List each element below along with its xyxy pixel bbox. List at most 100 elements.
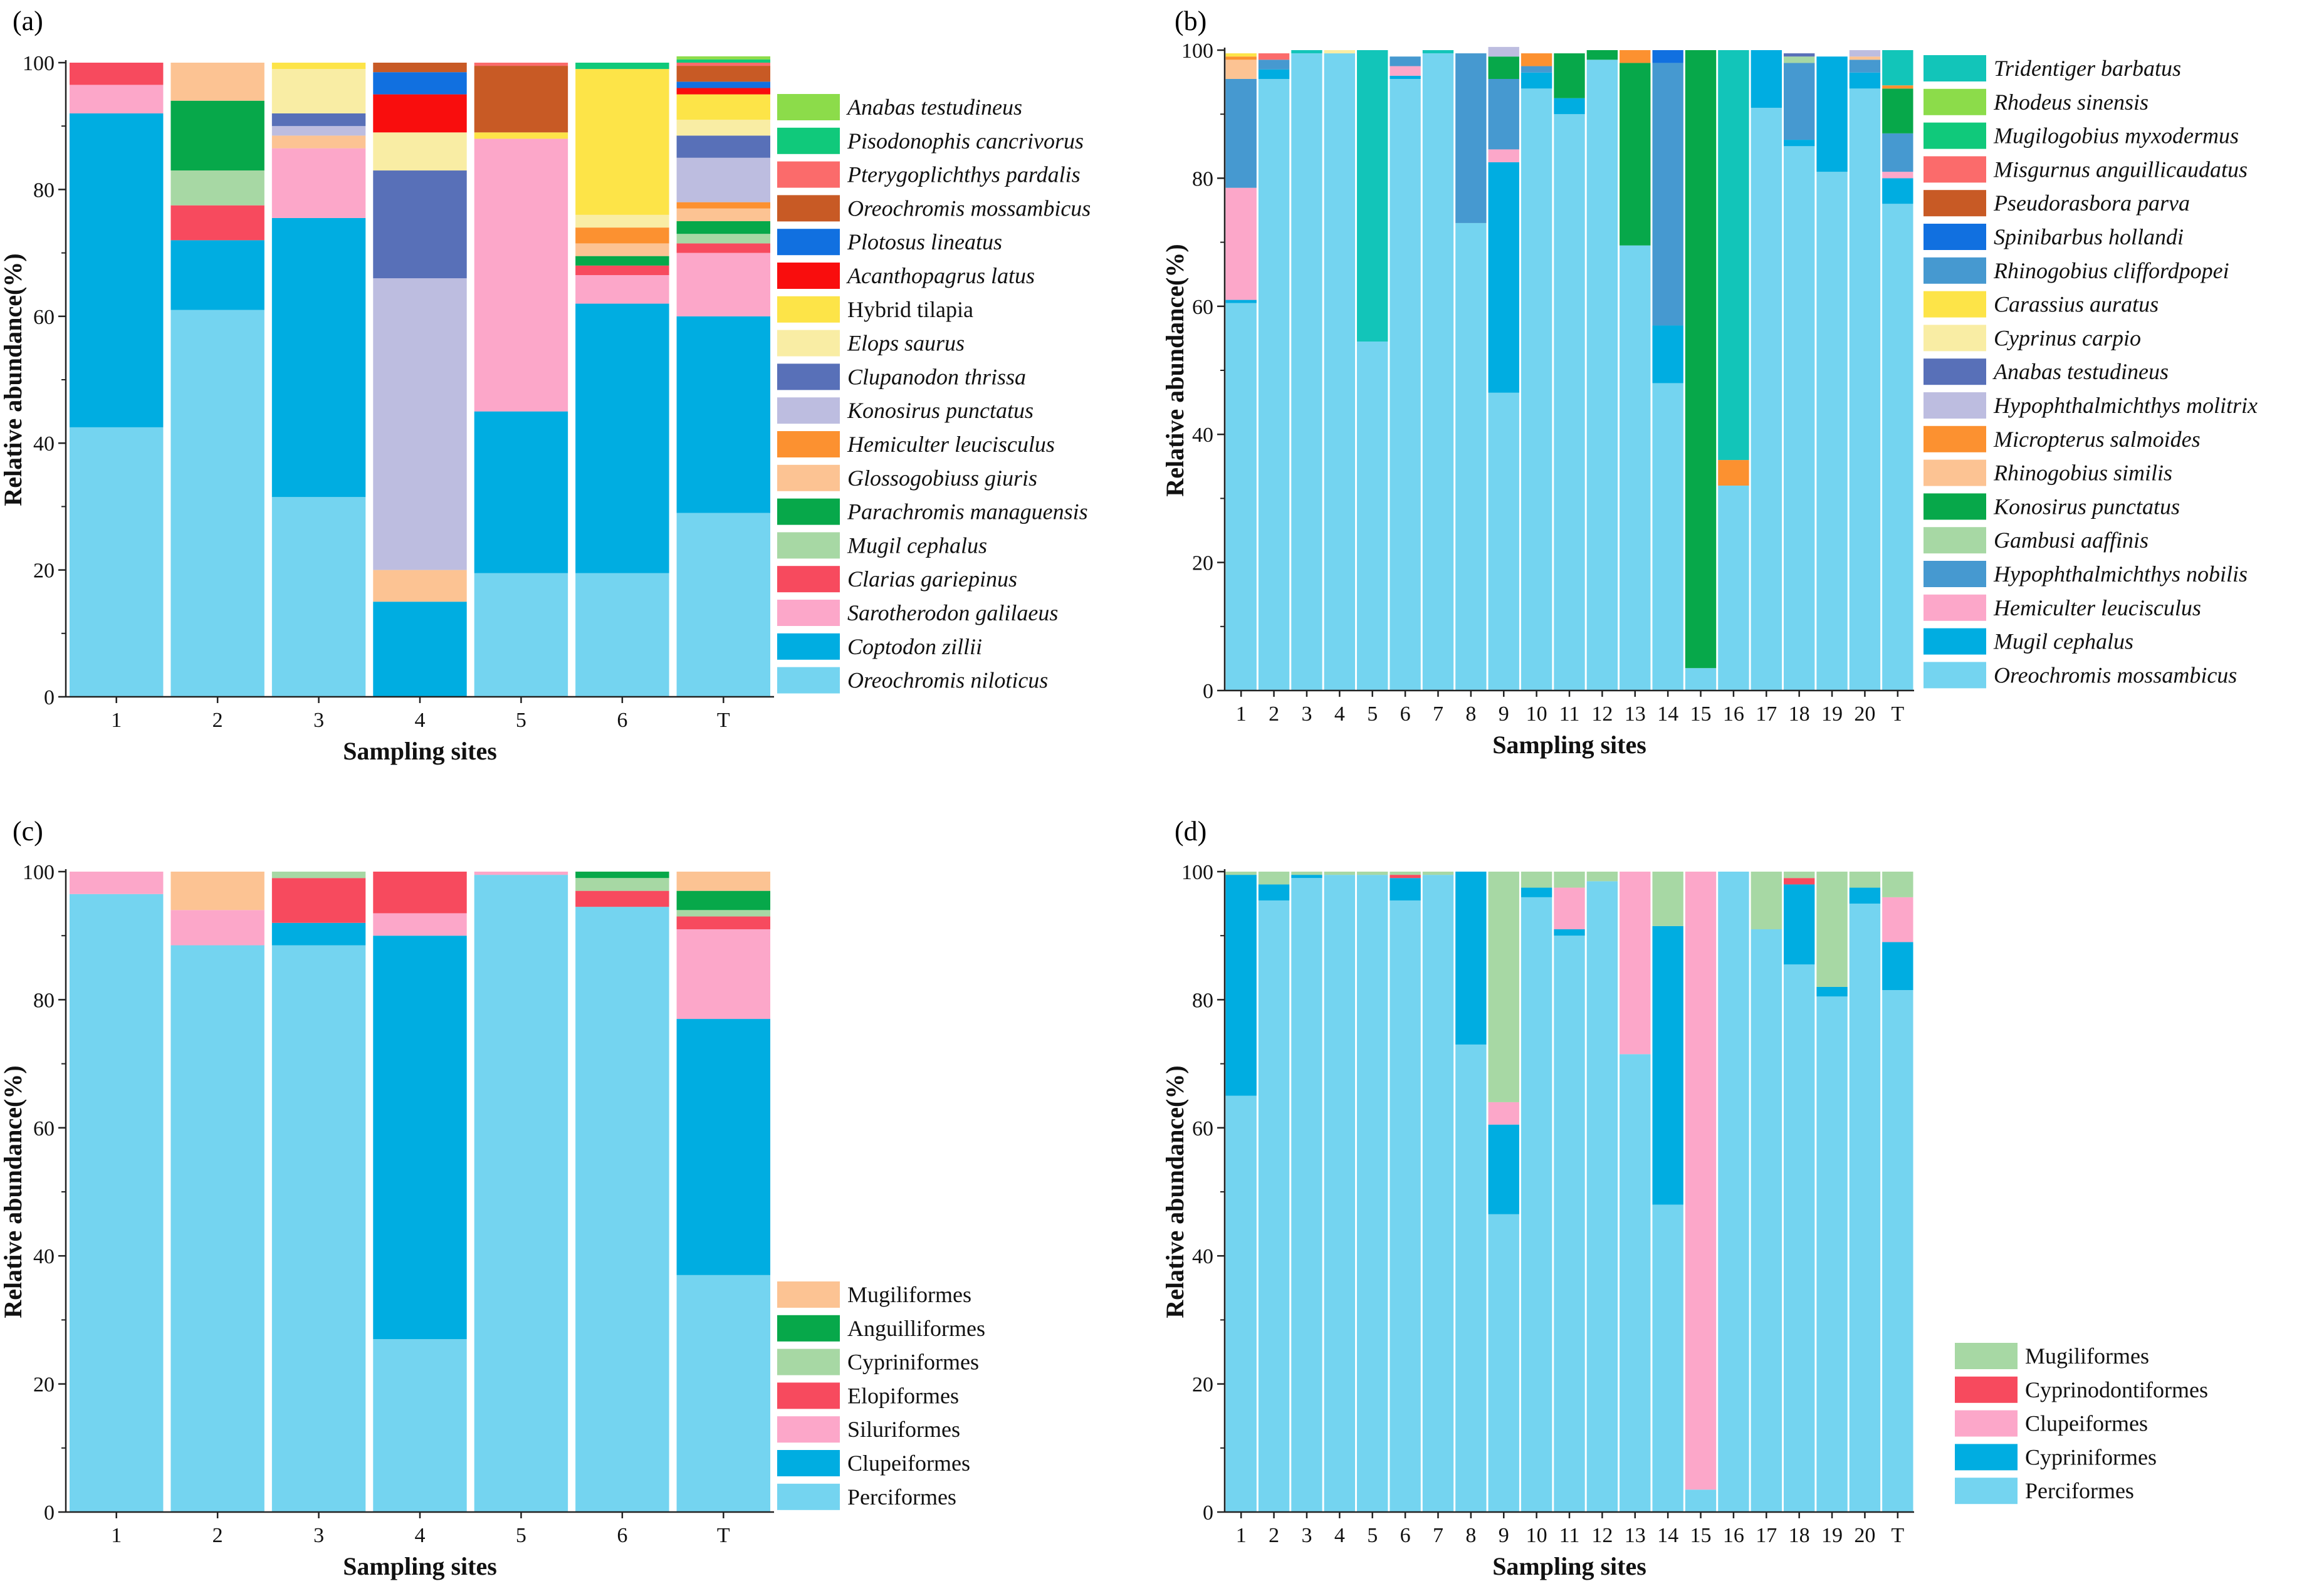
bar-segment-b-site-11-s1 xyxy=(1554,98,1585,115)
bar-segment-b-site-18-s0 xyxy=(1783,146,1815,691)
bar-segment-b-site-18-s1 xyxy=(1783,140,1815,147)
bar-segment-a-site-3-s0 xyxy=(271,497,366,697)
bar-segment-b-site-17-s0 xyxy=(1751,107,1782,691)
bar-segment-b-site-18-s4 xyxy=(1783,56,1815,63)
bar-segment-a-site-T-s7 xyxy=(676,202,770,209)
legend-label-a-9: Konosirus punctatus xyxy=(847,398,1034,423)
x-tick-label-b-20: 20 xyxy=(1854,702,1875,726)
bar-segment-c-site-1-s2 xyxy=(70,872,164,894)
bar-segment-d-site-T-s1 xyxy=(1882,942,1913,991)
bar-segment-a-site-6-s2 xyxy=(575,275,669,304)
bar-segment-b-site-9-s5 xyxy=(1488,56,1519,79)
bar-segment-c-site-2-s6 xyxy=(170,872,264,910)
bar-segment-c-site-1-s0 xyxy=(70,894,164,1512)
bar-segment-b-site-3-s18 xyxy=(1291,50,1322,54)
bar-segment-a-site-T-s13 xyxy=(676,81,770,88)
x-tick-label-d-2: 2 xyxy=(1269,1524,1279,1547)
bar-segment-c-site-T-s2 xyxy=(676,929,770,1020)
bar-segment-c-site-4-s3 xyxy=(373,872,467,914)
legend-label-a-4: Plotosus lineatus xyxy=(847,229,1002,254)
legend-label-b-3: Misgurnus anguillicaudatus xyxy=(1993,157,2248,182)
y-tick-label-a-40: 40 xyxy=(33,432,55,456)
legend-swatch-a-14 xyxy=(777,566,840,593)
bar-segment-d-site-13-s2 xyxy=(1620,872,1651,1055)
bar-segment-b-site-11-s5 xyxy=(1554,53,1585,98)
y-tick-label-d-40: 40 xyxy=(1192,1245,1213,1268)
x-tick-label-c-4: 4 xyxy=(415,1524,426,1547)
bar-segment-a-site-T-s16 xyxy=(676,59,770,63)
bar-segment-d-site-4-s4 xyxy=(1324,872,1356,875)
legend-swatch-a-17 xyxy=(777,667,840,694)
x-axis-title-b: Sampling sites xyxy=(1492,731,1646,759)
bar-segment-b-site-T-s2 xyxy=(1882,172,1913,179)
x-tick-label-b-5: 5 xyxy=(1367,702,1378,726)
legend-label-a-13: Mugil cephalus xyxy=(847,533,987,558)
legend-label-a-7: Elops saurus xyxy=(847,331,965,356)
y-tick-label-b-60: 60 xyxy=(1192,296,1213,319)
legend-swatch-a-1 xyxy=(777,127,840,154)
bar-segment-d-site-2-s1 xyxy=(1258,884,1290,900)
legend-swatch-b-5 xyxy=(1924,224,1986,250)
x-tick-label-b-8: 8 xyxy=(1465,702,1476,726)
legend-swatch-b-4 xyxy=(1924,190,1986,217)
bar-segment-a-site-5-s1 xyxy=(474,411,568,573)
legend-swatch-a-9 xyxy=(777,397,840,424)
x-tick-label-c-3: 3 xyxy=(313,1524,324,1547)
bar-segment-a-site-6-s1 xyxy=(575,303,669,573)
bar-segment-b-site-8-s0 xyxy=(1455,222,1487,691)
legend-label-a-14: Clarias gariepinus xyxy=(847,566,1017,592)
bar-segment-b-site-18-s9 xyxy=(1783,53,1815,57)
bar-segment-b-site-13-s7 xyxy=(1620,50,1651,63)
legend-label-a-17: Oreochromis niloticus xyxy=(847,668,1048,693)
bar-segment-b-site-T-s5 xyxy=(1882,88,1913,133)
bar-segment-a-site-3-s1 xyxy=(271,217,366,498)
x-tick-label-c-1: 1 xyxy=(111,1524,122,1547)
bar-segment-b-site-10-s0 xyxy=(1521,88,1552,691)
bar-segment-a-site-T-s1 xyxy=(676,316,770,513)
x-tick-label-b-7: 7 xyxy=(1433,702,1443,726)
panel-label-b: (b) xyxy=(1175,6,1207,36)
x-tick-label-b-4: 4 xyxy=(1334,702,1345,726)
bar-segment-b-site-13-s0 xyxy=(1620,245,1651,691)
legend-swatch-b-16 xyxy=(1924,594,1986,621)
bar-segment-b-site-9-s2 xyxy=(1488,149,1519,162)
bar-segment-d-site-3-s1 xyxy=(1291,875,1322,879)
bar-segment-a-site-T-s12 xyxy=(676,88,770,95)
x-tick-label-a-4: 4 xyxy=(415,709,426,732)
bar-segment-d-site-6-s3 xyxy=(1390,875,1421,879)
legend-label-c-0: Mugiliformes xyxy=(847,1282,971,1307)
bar-segment-c-site-2-s0 xyxy=(170,945,264,1512)
bar-segment-a-site-6-s10 xyxy=(575,214,669,228)
panel-label-a: (a) xyxy=(13,6,43,36)
bar-segment-a-site-4-s6 xyxy=(373,570,467,602)
x-tick-label-b-17: 17 xyxy=(1756,702,1777,726)
bar-segment-b-site-9-s1 xyxy=(1488,162,1519,393)
bar-segment-a-site-3-s2 xyxy=(271,148,366,218)
legend-swatch-a-15 xyxy=(777,600,840,626)
bar-segment-b-site-11-s0 xyxy=(1554,114,1585,691)
bar-segment-d-site-19-s1 xyxy=(1816,986,1848,997)
bar-segment-b-site-5-s0 xyxy=(1357,342,1388,691)
panel-b: (b) 0 20 40 60 80 100 1 2 3 4 5 6 7 8 9 10 11 12 13 14 15 16 1… xyxy=(1161,0,2324,796)
bar-segment-b-site-2-s0 xyxy=(1258,78,1290,691)
bar-segment-b-site-1-s6 xyxy=(1225,60,1257,79)
x-tick-label-a-2: 2 xyxy=(212,709,223,732)
bar-segment-c-site-4-s2 xyxy=(373,913,467,936)
y-tick-label-b-20: 20 xyxy=(1192,552,1213,575)
y-axis-title-b: Relative abundance(%) xyxy=(1162,244,1189,496)
x-tick-label-a-1: 1 xyxy=(111,709,122,732)
bar-segment-d-site-18-s3 xyxy=(1783,878,1815,885)
bar-segment-a-site-6-s3 xyxy=(575,265,669,276)
y-tick-label-a-80: 80 xyxy=(33,179,55,202)
legend-swatch-b-10 xyxy=(1924,392,1986,419)
bar-segment-a-site-4-s8 xyxy=(373,278,467,570)
legend-label-d-2: Clupeiformes xyxy=(2025,1411,2148,1436)
x-tick-label-d-6: 6 xyxy=(1400,1524,1411,1547)
bar-segment-c-site-4-s1 xyxy=(373,936,467,1340)
legend-label-b-4: Pseudorasbora parva xyxy=(1993,190,2190,216)
legend-label-b-7: Carassius auratus xyxy=(1994,292,2159,317)
x-tick-label-b-14: 14 xyxy=(1657,702,1678,726)
legend-swatch-a-11 xyxy=(777,464,840,491)
bar-segment-c-site-T-s6 xyxy=(676,872,770,891)
bar-segment-a-site-5-s0 xyxy=(474,573,568,697)
